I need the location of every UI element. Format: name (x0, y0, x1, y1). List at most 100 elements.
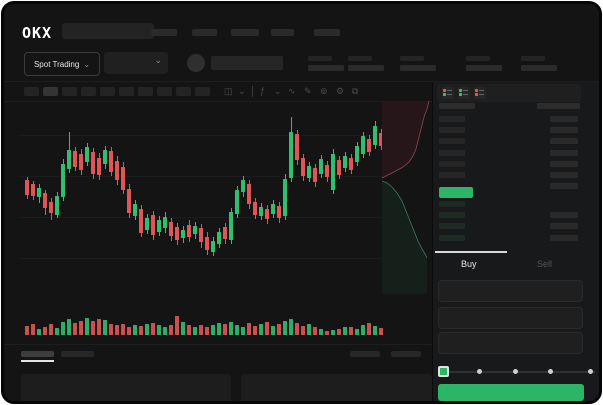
search-input[interactable] (62, 23, 154, 39)
timeframe-button[interactable] (157, 87, 172, 96)
chevron-down-icon[interactable]: ⌄ (238, 86, 246, 96)
stat-label-placeholder (400, 56, 424, 61)
volume-bar (367, 323, 371, 335)
nav-item[interactable] (314, 29, 340, 36)
ask-price-placeholder[interactable] (439, 172, 465, 178)
timeframe-button[interactable] (195, 87, 210, 96)
fullscreen-icon[interactable]: ⧉ (352, 86, 359, 96)
nav-item[interactable] (271, 29, 294, 36)
candle (169, 222, 173, 236)
ask-price-placeholder[interactable] (439, 116, 465, 122)
last-price-highlight[interactable] (439, 187, 473, 198)
order-input-field[interactable] (438, 307, 583, 329)
volume-bar (67, 319, 71, 335)
candle (97, 158, 101, 175)
bottom-tab[interactable] (61, 351, 94, 357)
volume-bar (199, 325, 203, 335)
timeframe-button[interactable] (24, 87, 39, 96)
book-both-icon[interactable] (442, 87, 454, 99)
candle (133, 204, 137, 216)
stat-value-placeholder (348, 65, 384, 71)
ask-price-placeholder[interactable] (439, 150, 465, 156)
trade-sidebar: Buy Sell (432, 82, 599, 401)
bottom-action[interactable] (391, 351, 421, 357)
candlestick-chart (4, 4, 432, 401)
gridline (18, 135, 382, 136)
market-type-dropdown[interactable]: Spot Trading ⌄ (24, 52, 100, 76)
nav-item[interactable] (192, 29, 217, 36)
candle (247, 184, 251, 204)
timeframe-button[interactable] (62, 87, 77, 96)
active-tab-underline (21, 360, 54, 362)
chevron-down-icon: ⌄ (83, 59, 91, 69)
line-tool-icon[interactable]: ∿ (288, 86, 296, 96)
bottom-action[interactable] (350, 351, 380, 357)
book-asks-icon[interactable] (474, 87, 486, 99)
nav-item[interactable] (151, 29, 177, 36)
chart-type-icon[interactable]: ◫ (224, 86, 233, 96)
candle (55, 196, 59, 215)
stat-label-placeholder (308, 56, 332, 61)
candle (301, 158, 305, 176)
candle (79, 154, 83, 170)
camera-icon[interactable]: ⊚ (320, 86, 328, 96)
bid-price-placeholder[interactable] (439, 201, 465, 207)
tab-buy[interactable]: Buy (461, 259, 477, 269)
bid-price-placeholder[interactable] (439, 212, 465, 218)
stat-value-placeholder (400, 65, 436, 71)
amount-slider[interactable] (442, 371, 595, 373)
ask-amount-placeholder (550, 116, 578, 122)
candle (253, 202, 257, 215)
bottom-panel-placeholder (21, 374, 231, 401)
volume-bar (265, 322, 269, 335)
candle (367, 139, 371, 152)
amount-slider-handle[interactable] (438, 366, 449, 377)
volume-bar (349, 327, 353, 335)
timeframe-button[interactable] (81, 87, 96, 96)
candle (205, 237, 209, 250)
timeframe-button[interactable] (176, 87, 191, 96)
volume-bar (91, 321, 95, 335)
nav-item[interactable] (231, 29, 259, 36)
timeframe-button[interactable] (100, 87, 115, 96)
ask-amount-placeholder (550, 138, 578, 144)
candle (115, 161, 119, 180)
candle (157, 220, 161, 232)
timeframe-button[interactable] (138, 87, 153, 96)
divider: │ (250, 86, 256, 96)
bid-price-placeholder[interactable] (439, 235, 465, 241)
candle (373, 126, 377, 145)
volume-bar (211, 325, 215, 335)
order-input-field[interactable] (438, 280, 583, 302)
ask-price-placeholder[interactable] (439, 127, 465, 133)
candle (277, 206, 281, 218)
volume-bar (301, 326, 305, 335)
volume-bar (337, 329, 341, 335)
volume-bar (145, 324, 149, 335)
orderbook-header-placeholder (537, 103, 580, 109)
order-input-field[interactable] (438, 332, 583, 354)
candle (151, 215, 155, 235)
timeframe-button[interactable] (43, 87, 58, 96)
tab-sell[interactable]: Sell (537, 259, 553, 269)
chevron-down-icon[interactable]: ⌄ (274, 86, 282, 96)
book-bids-icon[interactable] (458, 87, 470, 99)
volume-bar (31, 324, 35, 335)
timeframe-button[interactable] (119, 87, 134, 96)
candle (139, 209, 143, 233)
slider-stop-dot[interactable] (477, 369, 482, 374)
indicators-icon[interactable]: ƒ (260, 86, 266, 96)
bottom-tab[interactable] (21, 351, 54, 357)
slider-stop-dot[interactable] (548, 369, 553, 374)
settings-icon[interactable]: ⚙ (336, 86, 345, 96)
slider-stop-dot[interactable] (588, 369, 593, 374)
volume-bar (163, 327, 167, 335)
ask-amount-placeholder (550, 127, 578, 133)
bid-price-placeholder[interactable] (439, 223, 465, 229)
pair-select-dropdown[interactable]: ⌄ (104, 52, 168, 74)
slider-stop-dot[interactable] (513, 369, 518, 374)
draw-icon[interactable]: ✎ (304, 86, 312, 96)
ask-price-placeholder[interactable] (439, 138, 465, 144)
ask-price-placeholder[interactable] (439, 161, 465, 167)
buy-submit-button[interactable] (438, 384, 584, 401)
